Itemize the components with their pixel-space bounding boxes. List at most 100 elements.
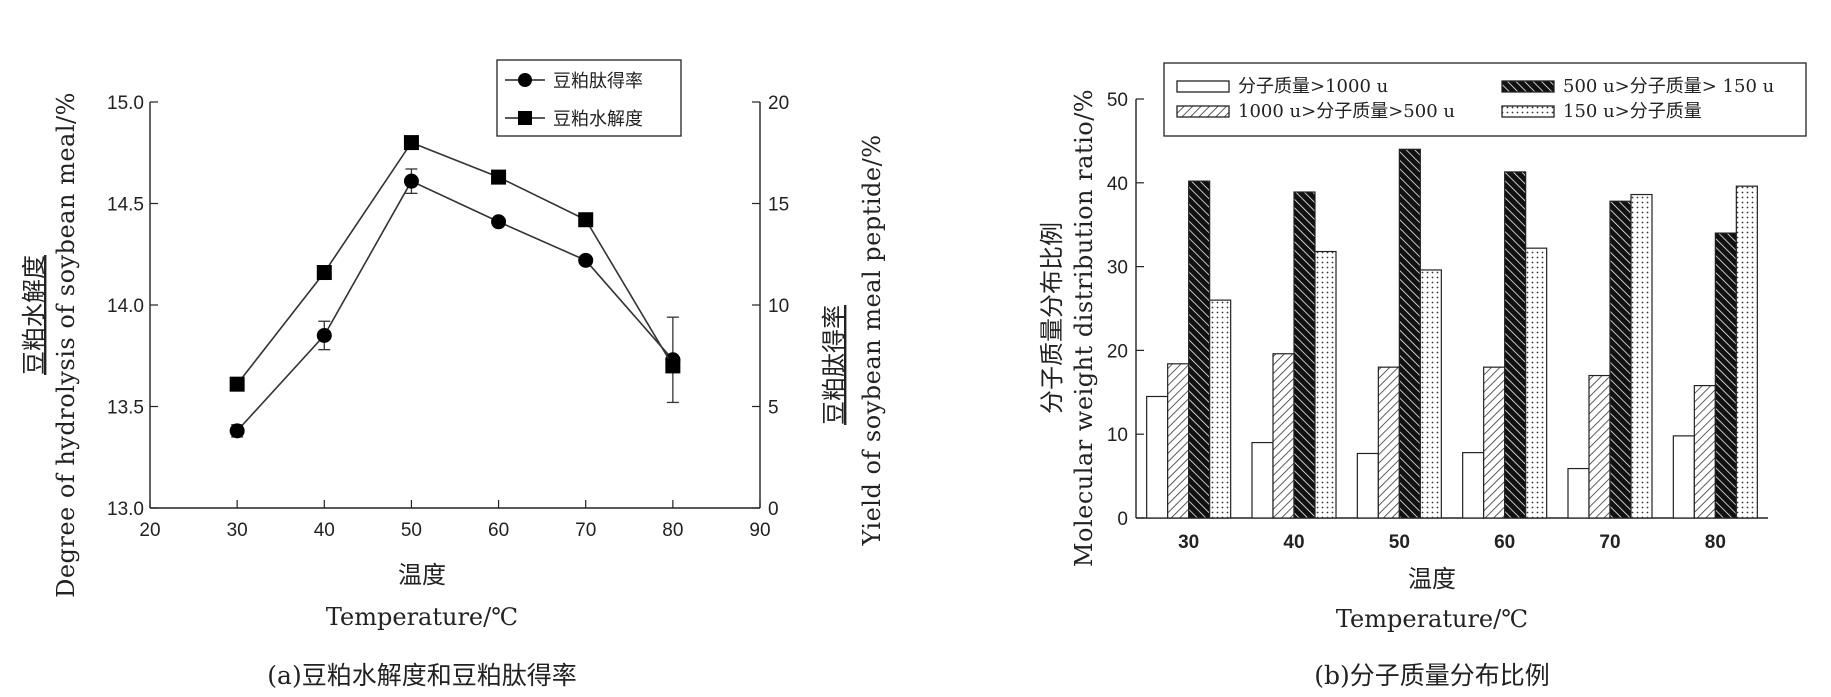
chart-a-x-tick-label: 30 xyxy=(227,520,248,541)
chart-a-line: 20 30 40 50 60 70 80 90 13.0 13.5 14.0 14.5 15.0 0 5… xyxy=(20,59,886,690)
chart-a-y-right-tick-label: 5 xyxy=(768,398,779,419)
legend-hydrolysis-marker xyxy=(518,111,532,125)
legend-500-1000-label: 1000 u>分子质量>500 u xyxy=(1238,101,1455,122)
chart-a-y-right-tick-label: 20 xyxy=(768,93,789,114)
chart-a-ylabel-right-en: Yield of soybean meal peptide/% xyxy=(858,135,886,547)
chart-a-axes xyxy=(149,102,761,509)
chart-b-x-tick-label: 80 xyxy=(1705,532,1726,553)
chart-a-point-square xyxy=(229,376,245,392)
chart-b-xlabel-cn: 温度 xyxy=(1408,565,1456,593)
chart-a-ylabel-right-cn: 豆粕肽得率 xyxy=(820,305,848,425)
chart-a-x-tick-label: 40 xyxy=(314,520,335,541)
chart-a-point-circle xyxy=(316,327,332,343)
chart-b-bar-50-s2 xyxy=(1398,148,1421,519)
chart-b-xlabel-en: Temperature/℃ xyxy=(1336,605,1528,633)
chart-b-bar-80-s0 xyxy=(1672,435,1695,519)
legend-lt150-label: 150 u>分子质量 xyxy=(1563,101,1702,122)
chart-b-bar-80-s2 xyxy=(1714,232,1737,519)
chart-b-y-tick-label: 10 xyxy=(1107,425,1128,446)
chart-a-point-square xyxy=(665,358,681,374)
chart-a-y-left-tick-label: 13.5 xyxy=(107,398,144,419)
chart-a-y-left-tick-label: 15.0 xyxy=(107,93,144,114)
chart-b-bar-60-s1 xyxy=(1483,366,1506,519)
chart-b-bar-60-s0 xyxy=(1462,452,1485,519)
chart-a-x-tick-label: 20 xyxy=(139,520,160,541)
chart-a-caption: (a)豆粕水解度和豆粕肽得率 xyxy=(267,661,576,690)
chart-b-bar-40-s3 xyxy=(1314,250,1337,519)
chart-a-point-square xyxy=(578,212,594,228)
chart-a-y-left-tick-label: 14.0 xyxy=(107,296,144,317)
chart-a-point-circle xyxy=(578,252,594,268)
chart-b-x-tick-label: 70 xyxy=(1599,532,1620,553)
chart-b-y-tick-label: 50 xyxy=(1107,90,1128,111)
legend-peptide-marker xyxy=(518,73,532,87)
chart-b-caption: (b)分子质量分布比例 xyxy=(1314,661,1550,690)
legend-gt1000-label: 分子质量>1000 u xyxy=(1238,76,1388,97)
legend-500-1000-swatch xyxy=(1176,105,1230,118)
chart-a-y-left-tick-label: 14.5 xyxy=(107,195,144,216)
chart-a-x-tick-label: 70 xyxy=(575,520,596,541)
chart-b-bar-60-s3 xyxy=(1525,247,1548,519)
chart-a-point-square xyxy=(316,265,332,281)
chart-b-ylabel-cn: 分子质量分布比例 xyxy=(1038,222,1066,414)
chart-b-y-tick-label: 40 xyxy=(1107,174,1128,195)
chart-a-y-left-tick-label: 13.0 xyxy=(107,499,144,520)
chart-b-ylabel-en: Molecular weight distribution ratio/% xyxy=(1070,89,1098,567)
chart-b-bar-50-s3 xyxy=(1419,269,1442,519)
chart-b-bar-70-s1 xyxy=(1588,374,1611,519)
chart-a-series xyxy=(229,135,681,439)
chart-a-point-square xyxy=(491,169,507,185)
chart-b-bar-40-s2 xyxy=(1293,191,1316,519)
chart-a-point-circle xyxy=(403,173,419,189)
chart-a-point-circle xyxy=(491,214,507,230)
chart-b-legend-box xyxy=(1163,62,1807,137)
chart-a-xlabel-en: Temperature/℃ xyxy=(326,603,518,631)
legend-150-500-label: 500 u>分子质量> 150 u xyxy=(1563,76,1774,97)
chart-a-x-ticks: 20 30 40 50 60 70 80 90 xyxy=(139,500,771,541)
chart-a-point-square xyxy=(403,135,419,151)
chart-a-xlabel-cn: 温度 xyxy=(398,561,446,589)
chart-b-axes xyxy=(1135,99,1768,519)
chart-a-y-right-tick-label: 15 xyxy=(768,195,789,216)
chart-b-bar-70-s2 xyxy=(1609,200,1632,519)
chart-b-bar-40-s1 xyxy=(1272,353,1295,519)
chart-b-y-tick-label: 20 xyxy=(1107,341,1128,362)
legend-gt1000-swatch xyxy=(1176,80,1230,93)
chart-a-ylabel-left-en: Degree of hydrolysis of soybean meal/% xyxy=(52,92,80,598)
chart-b-x-tick-label: 50 xyxy=(1389,532,1410,553)
chart-b-bar: 0 10 20 30 40 50 30 40 50 60 70 80 分子质量>1000 u 100… xyxy=(1038,62,1807,690)
chart-a-point-circle xyxy=(229,423,245,439)
chart-b-legend: 分子质量>1000 u 1000 u>分子质量>500 u 500 u>分子质量… xyxy=(1163,62,1807,137)
chart-b-bar-30-s0 xyxy=(1146,395,1169,519)
chart-a-x-tick-label: 60 xyxy=(488,520,509,541)
chart-a-y-ticks-left: 13.0 13.5 14.0 14.5 15.0 xyxy=(107,93,158,520)
legend-hydrolysis-label: 豆粕水解度 xyxy=(553,109,643,130)
chart-a-y-right-tick-label: 0 xyxy=(768,499,779,520)
legend-150-500-swatch xyxy=(1501,80,1555,93)
chart-a-ylabel-left-cn: 豆粕水解度 xyxy=(20,255,48,375)
chart-b-bar-80-s1 xyxy=(1693,384,1716,519)
chart-a-series-line-0 xyxy=(236,180,674,432)
chart-b-bar-30-s2 xyxy=(1188,180,1211,519)
chart-b-x-ticks: 30 40 50 60 70 80 xyxy=(1178,532,1726,553)
chart-b-bar-50-s1 xyxy=(1377,366,1400,519)
chart-b-y-ticks: 0 10 20 30 40 50 xyxy=(1107,90,1144,530)
chart-b-bar-70-s0 xyxy=(1567,467,1590,519)
chart-a-x-tick-label: 50 xyxy=(401,520,422,541)
chart-a-x-tick-label: 90 xyxy=(749,520,770,541)
chart-a-legend: 豆粕肽得率 豆粕水解度 xyxy=(496,59,682,137)
chart-b-bar-30-s1 xyxy=(1167,363,1190,519)
chart-a-y-ticks-right: 0 5 10 15 20 xyxy=(752,93,789,520)
chart-b-bar-80-s3 xyxy=(1735,185,1758,519)
chart-b-y-tick-label: 30 xyxy=(1107,258,1128,279)
chart-b-bar-70-s3 xyxy=(1630,193,1653,519)
chart-b-bars xyxy=(1146,148,1758,519)
chart-a-x-tick-label: 80 xyxy=(662,520,683,541)
chart-b-bar-50-s0 xyxy=(1356,452,1379,519)
chart-b-x-tick-label: 30 xyxy=(1178,532,1199,553)
chart-b-bar-40-s0 xyxy=(1251,441,1274,519)
chart-b-bar-60-s2 xyxy=(1504,171,1527,519)
chart-b-bar-30-s3 xyxy=(1209,299,1232,519)
chart-a-y-right-tick-label: 10 xyxy=(768,296,789,317)
